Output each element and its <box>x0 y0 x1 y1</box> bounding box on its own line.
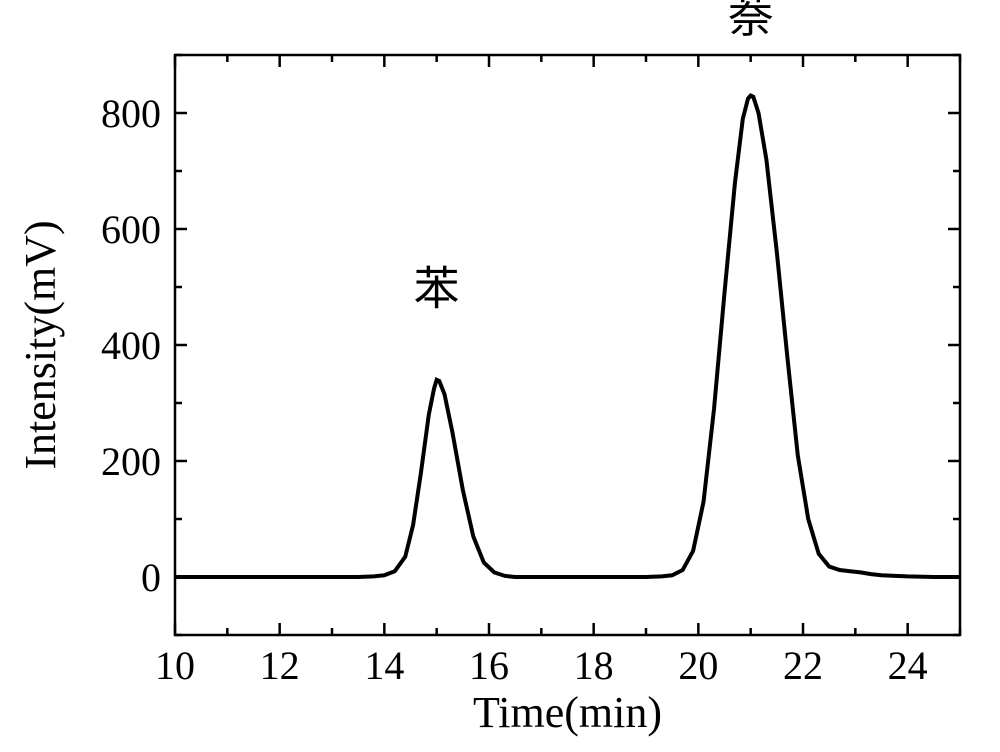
x-tick-label: 22 <box>783 643 823 688</box>
x-tick-label: 20 <box>678 643 718 688</box>
y-tick-label: 600 <box>101 207 161 252</box>
y-tick-label: 400 <box>101 323 161 368</box>
y-axis-label: Intensity(mV) <box>16 220 65 469</box>
y-tick-label: 200 <box>101 439 161 484</box>
y-tick-label: 800 <box>101 91 161 136</box>
x-tick-label: 10 <box>155 643 195 688</box>
chromatogram-trace <box>175 96 960 577</box>
x-tick-label: 14 <box>364 643 404 688</box>
x-tick-label: 12 <box>260 643 300 688</box>
chromatogram-chart: 10 12 14 16 18 20 22 24 0 200 400 600 800 Time(min) In… <box>0 0 1000 752</box>
peak-label-1: 萘 <box>728 0 774 42</box>
chart-svg: 10 12 14 16 18 20 22 24 0 200 400 600 800 Time(min) In… <box>0 0 1000 752</box>
y-tick-label: 0 <box>141 555 161 600</box>
x-axis-label: Time(min) <box>473 688 662 737</box>
x-tick-label: 18 <box>574 643 614 688</box>
x-tick-label: 24 <box>888 643 928 688</box>
peak-label-0: 苯 <box>414 263 460 314</box>
x-tick-label: 16 <box>469 643 509 688</box>
